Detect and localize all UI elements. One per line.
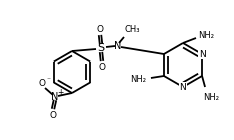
Text: CH₃: CH₃	[124, 24, 140, 33]
Text: ⁻: ⁻	[46, 75, 50, 85]
Text: O: O	[39, 79, 45, 88]
Text: +: +	[57, 88, 63, 96]
Text: O: O	[50, 110, 56, 120]
Text: N: N	[180, 82, 186, 92]
Text: S: S	[97, 43, 105, 53]
Text: NH₂: NH₂	[198, 31, 214, 39]
Text: N: N	[51, 92, 59, 102]
Text: N: N	[114, 41, 122, 51]
Text: NH₂: NH₂	[203, 93, 219, 102]
Text: NH₂: NH₂	[130, 74, 146, 83]
Text: N: N	[199, 50, 205, 59]
Text: O: O	[99, 62, 106, 72]
Text: O: O	[96, 24, 103, 33]
